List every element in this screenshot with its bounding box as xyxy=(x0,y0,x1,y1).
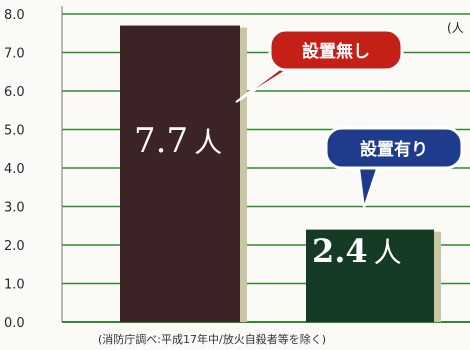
callout-bubble xyxy=(324,126,464,170)
data-label-unit: 人 xyxy=(194,126,222,159)
y-tick-label: 8.0 xyxy=(4,8,25,23)
y-tick-label: 2.0 xyxy=(4,239,25,254)
y-tick-label: 5.0 xyxy=(4,124,25,139)
callout-label: 設置無し xyxy=(302,41,370,62)
y-tick-label: 6.0 xyxy=(4,85,25,100)
data-label-number: 7.7 xyxy=(134,121,188,161)
y-tick-label: 1.0 xyxy=(4,278,25,293)
bar-with-device xyxy=(306,229,434,322)
y-tick-label: 0.0 xyxy=(4,316,25,331)
data-label-unit: 人 xyxy=(374,236,402,269)
callout-label: 設置有り xyxy=(360,139,428,160)
callout-bubble xyxy=(268,28,404,72)
y-tick-label: 3.0 xyxy=(4,201,25,216)
bar-without-device xyxy=(120,25,240,323)
unit-label: (人 xyxy=(447,21,464,35)
data-label-number: 2.4 xyxy=(312,232,368,270)
y-tick-label: 7.0 xyxy=(4,47,25,62)
y-tick-label: 4.0 xyxy=(4,162,25,177)
bar-shadow xyxy=(434,231,441,322)
data-label: 2.4 人 xyxy=(312,232,402,270)
bar-shadow xyxy=(240,27,247,323)
data-label: 7.7 人 xyxy=(134,121,222,161)
source-note: (消防庁調べ:平成17年中/放火自殺者等を除く) xyxy=(98,332,326,346)
